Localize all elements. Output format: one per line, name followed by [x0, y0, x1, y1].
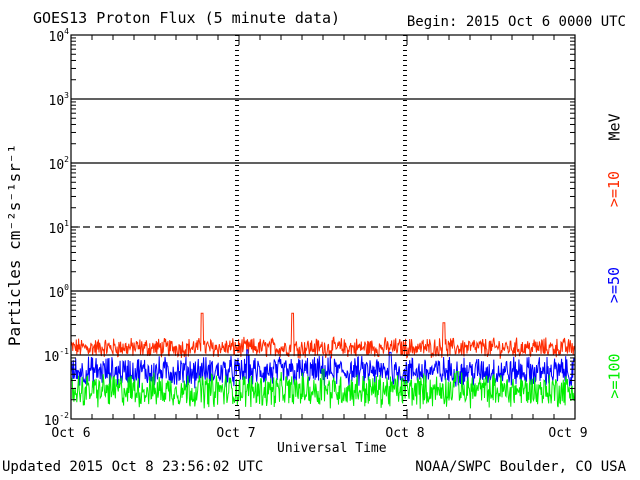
legend-ge10: >=10 [605, 170, 624, 208]
series-line-ge10 [70, 312, 576, 359]
y-tick-exponent: -1 [59, 347, 69, 356]
y-tick-exponent: 0 [64, 283, 69, 292]
legend-unit: MeV [605, 113, 624, 141]
y-tick-label: 100 [49, 283, 70, 301]
x-tick-label-oct7: Oct 7 [216, 426, 256, 441]
y-tick-base: 10 [49, 286, 65, 301]
y-axis-label: Particles cm⁻²s⁻¹sr⁻¹ [5, 143, 24, 347]
y-tick-base: 10 [44, 414, 60, 429]
y-tick-label: 10-2 [44, 411, 69, 429]
y-tick-exponent: 2 [64, 155, 69, 164]
y-tick-base: 10 [49, 94, 65, 109]
y-tick-label: 10-1 [44, 347, 69, 365]
y-tick-label: 104 [49, 27, 70, 45]
y-tick-exponent: -2 [59, 411, 69, 420]
y-tick-label: 102 [49, 155, 70, 173]
x-axis-label: Universal Time [277, 441, 387, 456]
y-tick-exponent: 4 [64, 27, 69, 36]
updated-timestamp: Updated 2015 Oct 8 23:56:02 UTC [2, 459, 264, 475]
y-tick-label: 103 [49, 91, 70, 109]
legend-ge100: >=100 [605, 353, 624, 399]
series-line-ge100 [70, 368, 576, 409]
y-tick-base: 10 [49, 222, 65, 237]
legend-ge50: >=50 [605, 266, 624, 304]
x-tick-label-oct6: Oct 6 [51, 426, 91, 441]
y-tick-base: 10 [49, 158, 65, 173]
x-tick-label-oct8: Oct 8 [385, 426, 425, 441]
y-tick-base: 10 [49, 30, 65, 45]
y-tick-base: 10 [44, 350, 60, 365]
credit: NOAA/SWPC Boulder, CO USA [415, 459, 626, 475]
x-tick-label-oct9: Oct 9 [548, 426, 588, 441]
y-tick-exponent: 1 [64, 219, 69, 228]
y-tick-label: 101 [49, 219, 70, 237]
series-line-ge50 [70, 349, 576, 389]
begin-time: Begin: 2015 Oct 6 0000 UTC [406, 14, 626, 30]
chart-title: GOES13 Proton Flux (5 minute data) [33, 9, 341, 27]
y-tick-exponent: 3 [64, 91, 69, 100]
